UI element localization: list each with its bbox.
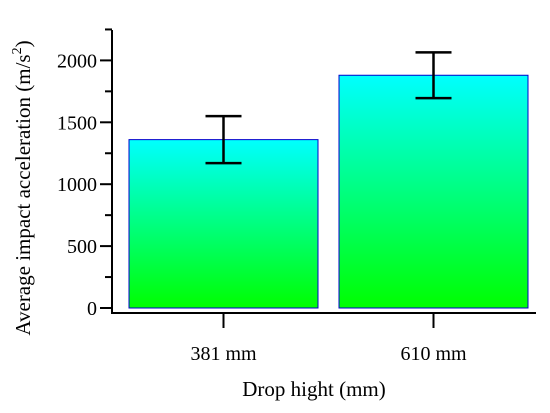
bar-2 <box>338 74 529 309</box>
y-tick-label-3: 1500 <box>57 112 97 134</box>
bar-1 <box>128 139 319 309</box>
y-axis-title: Average impact acceleration (m/s2) <box>10 40 35 335</box>
x-tick-label-2: 610 mm <box>400 343 467 365</box>
y-tick-label-4: 2000 <box>57 50 97 72</box>
error-bar-1 <box>205 114 242 165</box>
error-bars-layer <box>205 51 452 165</box>
x-tick-label-1: 381 mm <box>190 343 257 365</box>
y-tick-label-1: 500 <box>67 236 97 258</box>
y-axis-title-superscript: 2 <box>10 47 25 54</box>
y-ticks: 0 500 1000 1500 2000 <box>57 28 112 320</box>
axes <box>111 30 536 314</box>
error-bar-2 <box>415 51 452 100</box>
x-ticks: 381 mm 610 mm <box>190 313 467 365</box>
x-axis-title: Drop hight (mm) <box>242 377 385 401</box>
y-axis-title-main: Average impact acceleration (m/s <box>11 54 35 335</box>
y-axis-title-close: ) <box>11 40 35 47</box>
y-tick-label-2: 1000 <box>57 174 97 196</box>
bars-layer <box>128 74 529 309</box>
y-tick-label-0: 0 <box>87 298 97 320</box>
